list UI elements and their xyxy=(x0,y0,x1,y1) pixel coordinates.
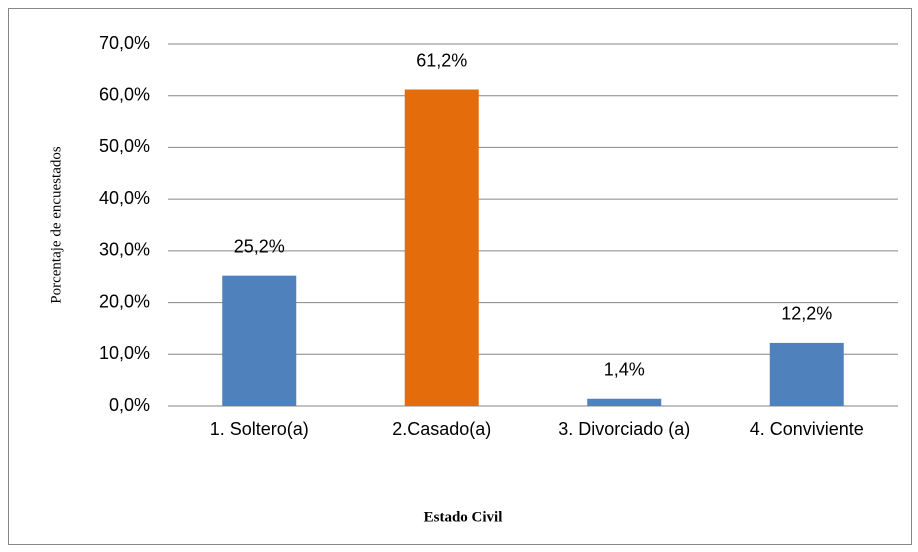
bar xyxy=(769,342,844,406)
bar xyxy=(404,89,479,406)
bar xyxy=(587,398,662,406)
y-tick-label: 30,0% xyxy=(99,240,150,260)
y-tick-label: 0,0% xyxy=(109,395,150,415)
data-label: 12,2% xyxy=(781,304,832,324)
x-axis-title: Estado Civil xyxy=(424,509,503,525)
y-tick-label: 50,0% xyxy=(99,136,150,156)
y-tick-label: 70,0% xyxy=(99,33,150,53)
data-label: 1,4% xyxy=(604,360,645,380)
bar xyxy=(222,275,297,406)
y-tick-label: 10,0% xyxy=(99,343,150,363)
x-tick-label: 3. Divorciado (a) xyxy=(558,419,691,439)
data-label: 61,2% xyxy=(416,50,467,70)
x-tick-label: 1. Soltero(a) xyxy=(209,419,309,439)
x-tick-label: 4. Conviviente xyxy=(749,419,864,439)
y-axis-title: Porcentaje de encuestados xyxy=(48,146,64,304)
data-label: 25,2% xyxy=(234,236,285,256)
x-tick-label: 2.Casado(a) xyxy=(392,419,492,439)
y-tick-label: 60,0% xyxy=(99,84,150,104)
y-tick-label: 20,0% xyxy=(99,291,150,311)
y-tick-label: 40,0% xyxy=(99,188,150,208)
